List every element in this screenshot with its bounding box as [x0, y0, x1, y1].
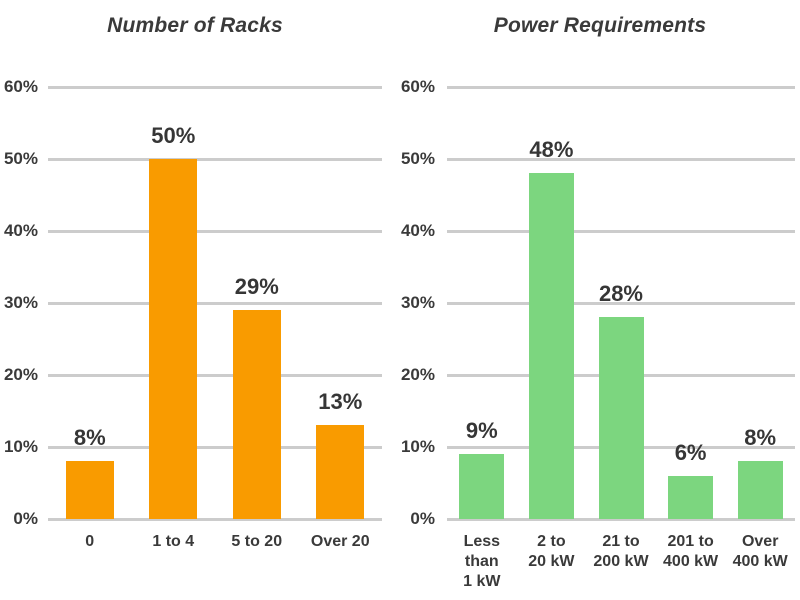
value-label: 29% — [234, 274, 279, 300]
gridline — [447, 157, 795, 161]
x-tick-label: 21 to 200 kW — [593, 533, 649, 570]
y-tick-label: 60% — [3, 77, 38, 96]
bar-less-than-1-kw — [459, 454, 505, 519]
bar-1-to-4 — [149, 159, 198, 519]
gridline — [48, 85, 382, 89]
value-label: 13% — [318, 389, 363, 415]
chart-number-of-racks: Number of Racks 8% 50% 29% 13% 0% 10% 20% 30% 40… — [0, 0, 390, 600]
y-tick-label: 0% — [410, 509, 435, 528]
gridline — [48, 301, 382, 305]
value-label: 28% — [598, 281, 643, 307]
bar-over-20 — [316, 425, 365, 519]
gridline — [48, 517, 382, 521]
gridline — [447, 517, 795, 521]
value-label: 50% — [151, 123, 196, 148]
y-tick-label: 0% — [13, 509, 38, 528]
bar-over-400-kw — [737, 461, 783, 519]
chart-title: Number of Racks — [107, 14, 283, 37]
bar-201-to-400-kw — [668, 475, 714, 519]
y-tick-label: 50% — [400, 149, 435, 168]
bar-0 — [65, 461, 114, 519]
gridline — [48, 157, 382, 161]
value-label: 48% — [529, 137, 574, 163]
gridline — [48, 445, 382, 449]
y-tick-label: 50% — [3, 149, 38, 168]
y-tick-label: 40% — [400, 221, 435, 240]
gridline — [48, 373, 382, 377]
x-tick-label: 2 to 20 kW — [528, 533, 575, 570]
chart-power-requirements: Power Requirements 9% 48% 28% 6% 8% 0% 10% 20% 3… — [400, 0, 800, 600]
gridline — [447, 301, 795, 305]
bar-21-to-200-kw — [598, 317, 644, 519]
y-tick-label: 60% — [400, 77, 435, 96]
y-tick-label: 10% — [400, 437, 435, 456]
x-tick-label: Over 20 — [310, 533, 370, 550]
y-tick-label: 20% — [400, 365, 435, 384]
bar-5-to-20 — [232, 310, 281, 519]
x-tick-label: Over 400 kW — [732, 533, 788, 570]
y-tick-label: 40% — [3, 221, 38, 240]
value-label: 8% — [744, 425, 777, 451]
x-tick-label: 201 to 400 kW — [663, 533, 719, 570]
x-tick-label: 1 to 4 — [152, 533, 195, 550]
gridline — [447, 85, 795, 89]
gridline — [48, 229, 382, 233]
x-tick-label: Less than 1 kW — [463, 533, 501, 590]
plot-area: 9% 48% 28% 6% 8% — [447, 85, 795, 521]
y-tick-label: 30% — [3, 293, 38, 312]
y-tick-label: 10% — [3, 437, 38, 456]
value-label: 6% — [674, 439, 707, 465]
gridline — [447, 229, 795, 233]
bar-2-to-20-kw — [528, 173, 574, 519]
x-tick-label: 0 — [85, 533, 95, 550]
y-tick-label: 20% — [3, 365, 38, 384]
x-tick-label: 5 to 20 — [231, 533, 283, 550]
value-label: 8% — [73, 425, 106, 451]
value-label: 9% — [465, 418, 498, 444]
chart-title: Power Requirements — [493, 14, 707, 37]
y-tick-label: 30% — [400, 293, 435, 312]
plot-area: 8% 50% 29% 13% — [48, 85, 382, 521]
